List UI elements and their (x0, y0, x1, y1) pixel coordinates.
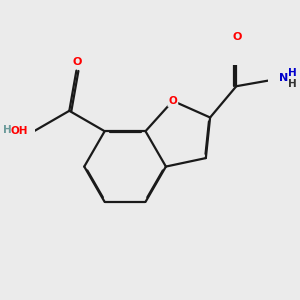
Text: O: O (232, 32, 242, 42)
Text: H: H (289, 79, 297, 89)
Text: N: N (279, 73, 289, 83)
Text: O: O (168, 96, 177, 106)
Text: H: H (289, 68, 297, 78)
Text: H: H (3, 125, 11, 135)
Text: O: O (73, 57, 82, 67)
Text: OH: OH (10, 126, 28, 136)
